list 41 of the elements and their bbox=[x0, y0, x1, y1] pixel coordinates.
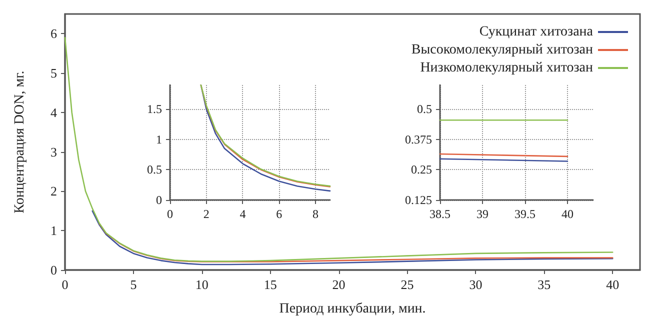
y-tick-label: 1.5 bbox=[147, 102, 162, 116]
y-tick-label: 5 bbox=[50, 66, 57, 81]
x-tick-label: 25 bbox=[400, 277, 414, 292]
x-tick-label: 0 bbox=[62, 277, 68, 292]
x-tick-label: 6 bbox=[276, 207, 282, 221]
x-tick-label: 39.5 bbox=[514, 207, 536, 221]
line-series bbox=[64, 36, 614, 262]
x-tick-label: 2 bbox=[203, 207, 210, 221]
y-tick-label: 0.5 bbox=[147, 162, 162, 177]
y-tick-label: 1 bbox=[50, 223, 57, 238]
line-series bbox=[98, 222, 614, 262]
y-tick-label: 6 bbox=[50, 26, 58, 42]
y-tick-label: 0.25 bbox=[411, 162, 432, 177]
line-series bbox=[92, 210, 614, 266]
y-tick-label: 3 bbox=[50, 144, 57, 160]
y-tick-label: 1 bbox=[156, 132, 162, 146]
y-tick-label: 4 bbox=[50, 104, 58, 120]
y-tick-label: 0.5 bbox=[417, 102, 432, 116]
y-tick-label: 0.125 bbox=[405, 193, 432, 207]
x-tick-label: 10 bbox=[195, 277, 208, 292]
y-tick-label: 2 bbox=[50, 184, 57, 199]
x-tick-label: 38.5 bbox=[430, 207, 450, 221]
x-tick-label: 8 bbox=[312, 207, 318, 221]
x-tick-label: 5 bbox=[130, 277, 137, 292]
y-tick-label: 0 bbox=[156, 193, 162, 207]
x-tick-label: 4 bbox=[240, 207, 246, 221]
x-tick-label: 35 bbox=[538, 277, 551, 292]
y-axis-title: Концентрация DON, мг. bbox=[12, 70, 28, 214]
x-tick-label: 0 bbox=[167, 207, 173, 221]
x-tick-label: 30 bbox=[469, 277, 482, 292]
x-tick-label: 20 bbox=[332, 277, 346, 292]
x-tick-label: 15 bbox=[264, 277, 277, 292]
x-axis-title: Период инкубации, мин. bbox=[279, 302, 426, 316]
legend-label: Низкомолекулярный хитозан bbox=[420, 60, 594, 76]
y-tick-label: 0 bbox=[50, 262, 57, 278]
x-tick-label: 39 bbox=[476, 207, 488, 221]
x-tick-label: 40 bbox=[562, 207, 574, 221]
x-tick-label: 40 bbox=[606, 277, 620, 292]
legend-label: Сукцинат хитозана bbox=[479, 24, 594, 40]
y-tick-label: 0.375 bbox=[405, 132, 432, 146]
legend-label: Высокомолекулярный хитозан bbox=[411, 42, 594, 58]
